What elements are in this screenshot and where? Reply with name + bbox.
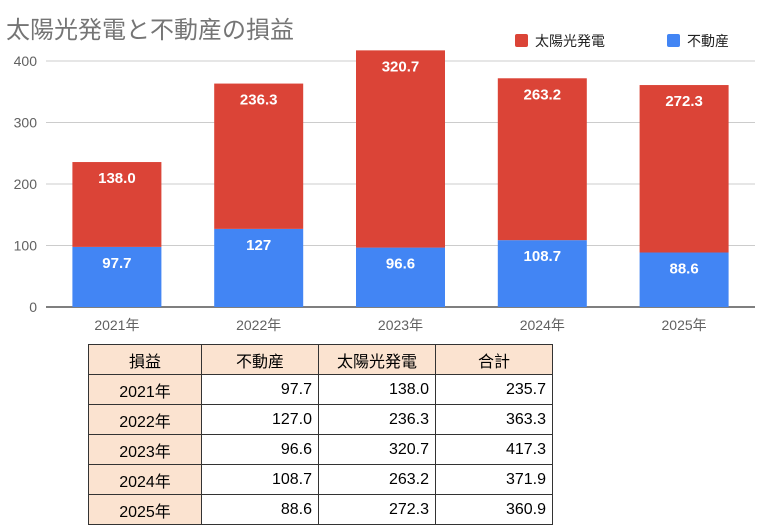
- table-row: 2022年 127.0 236.3 363.3: [88, 404, 553, 435]
- table-row: 2023年 96.6 320.7 417.3: [88, 434, 553, 465]
- table-row: 2025年 88.6 272.3 360.9: [88, 494, 553, 525]
- table-row-label: 2024年: [88, 464, 202, 495]
- data-label: 88.6: [669, 261, 698, 278]
- bar-segment: [72, 162, 162, 247]
- table-cell: 138.0: [318, 374, 436, 405]
- legend-swatch: [515, 34, 528, 47]
- y-tick-label: 300: [14, 115, 38, 131]
- bar-segment: [72, 246, 162, 307]
- x-tick-label: 2024年: [520, 317, 565, 333]
- y-tick-label: 400: [14, 53, 38, 69]
- table-header-cell: 不動産: [201, 344, 319, 375]
- x-axis-ticks: 2021年 2022年 2023年 2024年 2025年: [94, 317, 706, 333]
- table-cell: 320.7: [318, 434, 436, 465]
- y-tick-label: 100: [14, 238, 38, 254]
- data-label: 236.3: [240, 92, 278, 109]
- bar-segment: [214, 228, 304, 307]
- table-cell: 127.0: [201, 404, 319, 435]
- table-header-cell: 太陽光発電: [318, 344, 436, 375]
- legend-swatch: [667, 34, 680, 47]
- data-label: 127: [246, 237, 271, 254]
- data-label: 108.7: [524, 248, 562, 265]
- bar-segment: [356, 50, 445, 248]
- table-row-label: 2023年: [88, 434, 202, 465]
- table-row-label: 2025年: [88, 494, 202, 525]
- bar-segment: [639, 252, 729, 307]
- table-body: 2021年 97.7 138.0 235.7 2022年 127.0 236.3 363.3 2…: [88, 374, 553, 525]
- table-row: 2021年 97.7 138.0 235.7: [88, 374, 553, 405]
- table-cell: 235.7: [435, 374, 553, 405]
- bar-segment: [497, 78, 587, 241]
- bar-segment: [356, 247, 445, 307]
- table-header-cell: 損益: [88, 344, 202, 375]
- bar-segment: [214, 83, 304, 229]
- table-header-cell: 合計: [435, 344, 553, 375]
- table-cell: 88.6: [201, 494, 319, 525]
- x-tick-label: 2022年: [236, 317, 281, 333]
- y-tick-label: 0: [29, 299, 37, 315]
- table-cell: 360.9: [435, 494, 553, 525]
- table-cell: 108.7: [201, 464, 319, 495]
- table-header-row: 損益 不動産 太陽光発電 合計: [88, 344, 553, 375]
- y-tick-label: 200: [14, 176, 38, 192]
- bar-segment: [639, 85, 729, 253]
- table-cell: 417.3: [435, 434, 553, 465]
- y-axis-ticks: 0 100 200 300 400: [14, 53, 38, 315]
- legend-label: 不動産: [687, 33, 729, 49]
- table-cell: 236.3: [318, 404, 436, 435]
- x-tick-label: 2025年: [662, 317, 707, 333]
- x-tick-label: 2023年: [378, 317, 423, 333]
- data-label: 263.2: [524, 86, 562, 103]
- table-row-label: 2021年: [88, 374, 202, 405]
- data-label: 97.7: [102, 255, 131, 272]
- data-table: 損益 不動産 太陽光発電 合計 2021年 97.7 138.0 235.7 2022年 127…: [88, 344, 553, 525]
- table-cell: 363.3: [435, 404, 553, 435]
- chart-title: 太陽光発電と不動産の損益: [6, 17, 294, 44]
- table-cell: 96.6: [201, 434, 319, 465]
- bars: 97.7 138.0 127 236.3 96.6 320.7 108.7 263.2 88.6…: [72, 50, 729, 307]
- table-cell: 97.7: [201, 374, 319, 405]
- bar-segment: [497, 240, 587, 307]
- legend-label: 太陽光発電: [535, 33, 605, 49]
- data-label: 320.7: [382, 58, 420, 75]
- data-label: 138.0: [98, 170, 136, 187]
- data-label: 96.6: [386, 256, 415, 273]
- table-row: 2024年 108.7 263.2 371.9: [88, 464, 553, 495]
- table-cell: 272.3: [318, 494, 436, 525]
- table-cell: 371.9: [435, 464, 553, 495]
- table-cell: 263.2: [318, 464, 436, 495]
- x-tick-label: 2021年: [94, 317, 139, 333]
- table-row-label: 2022年: [88, 404, 202, 435]
- data-label: 272.3: [665, 93, 703, 110]
- stacked-bar-chart: 太陽光発電と不動産の損益 0 100 200 300 400 97.7 138.0 127 2…: [6, 17, 755, 333]
- legend: 太陽光発電 不動産: [515, 33, 729, 49]
